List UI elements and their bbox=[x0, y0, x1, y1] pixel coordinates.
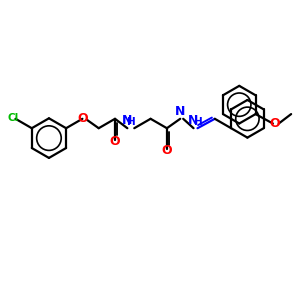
Text: H: H bbox=[194, 117, 203, 127]
Text: N: N bbox=[175, 105, 185, 118]
Text: O: O bbox=[77, 112, 88, 125]
Text: O: O bbox=[269, 117, 280, 130]
Text: N: N bbox=[122, 114, 133, 127]
Text: H: H bbox=[127, 117, 136, 127]
Text: N: N bbox=[188, 114, 199, 127]
Text: O: O bbox=[162, 145, 172, 158]
Text: O: O bbox=[110, 135, 120, 148]
Text: Cl: Cl bbox=[8, 113, 19, 123]
